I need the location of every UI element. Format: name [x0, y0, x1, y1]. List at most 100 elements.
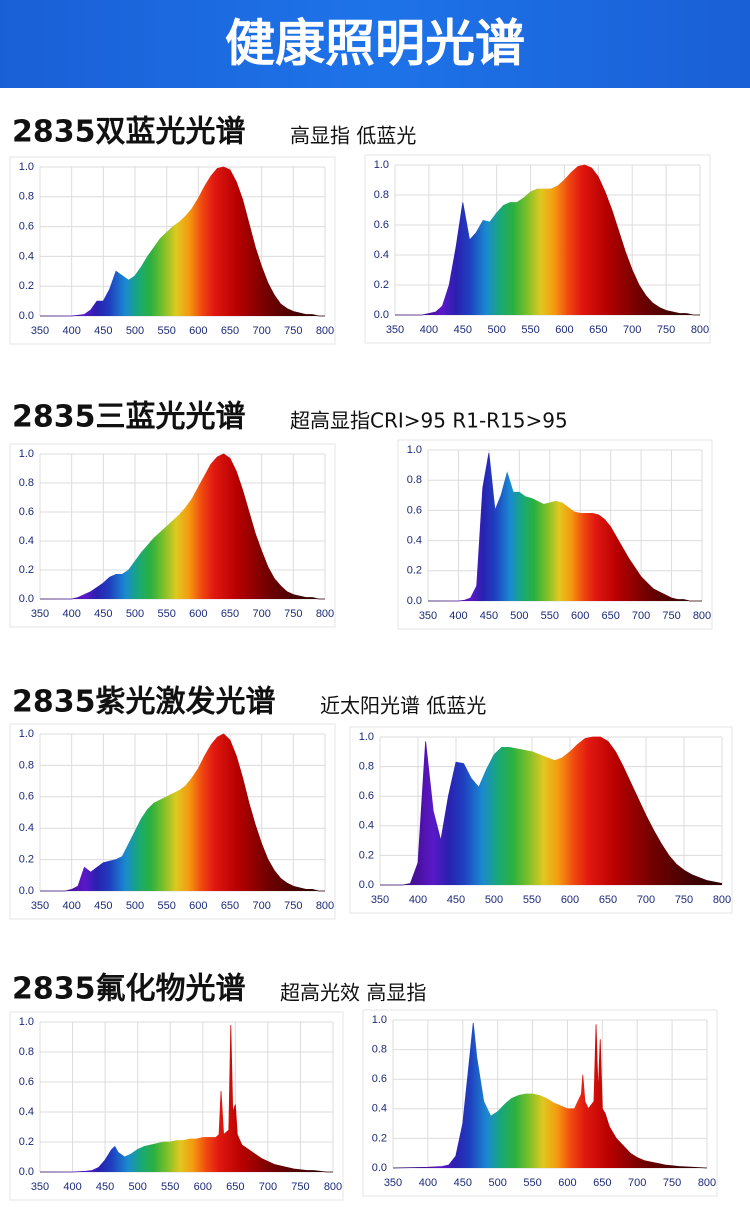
- x-tick-label: 450: [454, 324, 472, 336]
- y-tick-label: 0.0: [407, 595, 422, 607]
- x-tick-label: 750: [284, 325, 302, 337]
- x-tick-label: 800: [324, 1181, 342, 1193]
- y-tick-label: 0.0: [19, 310, 34, 322]
- x-tick-label: 500: [126, 900, 144, 912]
- x-tick-label: 600: [194, 1181, 212, 1193]
- x-tick-label: 400: [62, 608, 80, 620]
- x-tick-label: 550: [157, 900, 175, 912]
- x-tick-label: 350: [31, 608, 49, 620]
- x-tick-label: 800: [693, 610, 711, 622]
- x-tick-label: 400: [419, 1177, 437, 1189]
- section-title: 2835三蓝光光谱: [12, 400, 246, 435]
- x-tick-label: 550: [157, 608, 175, 620]
- y-tick-label: 0.4: [19, 535, 34, 547]
- y-tick-label: 0.4: [19, 1106, 34, 1118]
- y-tick-label: 0.2: [19, 854, 34, 866]
- x-tick-label: 650: [221, 608, 239, 620]
- x-tick-label: 500: [128, 1181, 146, 1193]
- section-subtitle: 高显指 低蓝光: [290, 124, 416, 148]
- x-tick-label: 450: [94, 608, 112, 620]
- spectrum-fill: [40, 167, 325, 316]
- x-tick-label: 400: [449, 610, 467, 622]
- y-tick-label: 0.6: [19, 506, 34, 518]
- y-tick-label: 0.6: [374, 219, 389, 231]
- x-tick-label: 450: [94, 325, 112, 337]
- y-tick-label: 0.8: [374, 189, 389, 201]
- x-tick-label: 400: [420, 324, 438, 336]
- x-tick-label: 600: [555, 324, 573, 336]
- x-tick-label: 500: [485, 894, 503, 906]
- x-tick-label: 750: [662, 610, 680, 622]
- x-tick-label: 450: [94, 900, 112, 912]
- y-tick-label: 0.2: [372, 1132, 387, 1144]
- x-tick-label: 800: [316, 900, 334, 912]
- x-tick-label: 350: [31, 900, 49, 912]
- x-tick-label: 350: [371, 894, 389, 906]
- y-tick-label: 0.4: [19, 250, 34, 262]
- x-tick-label: 350: [384, 1177, 402, 1189]
- x-tick-label: 700: [252, 325, 270, 337]
- x-tick-label: 650: [226, 1181, 244, 1193]
- x-tick-label: 650: [589, 324, 607, 336]
- y-tick-label: 0.0: [19, 1166, 34, 1178]
- x-tick-label: 700: [623, 324, 641, 336]
- x-tick-label: 600: [558, 1177, 576, 1189]
- y-tick-label: 0.4: [19, 822, 34, 834]
- x-tick-label: 750: [657, 324, 675, 336]
- x-tick-label: 650: [221, 325, 239, 337]
- x-tick-label: 500: [487, 324, 505, 336]
- x-tick-label: 350: [31, 1181, 49, 1193]
- x-tick-label: 350: [386, 324, 404, 336]
- y-tick-label: 1.0: [19, 161, 34, 173]
- spectrum-fill: [395, 165, 700, 315]
- x-tick-label: 500: [126, 325, 144, 337]
- x-tick-label: 800: [316, 608, 334, 620]
- y-tick-label: 0.8: [19, 1046, 34, 1058]
- y-tick-label: 1.0: [19, 448, 34, 460]
- y-tick-label: 0.6: [359, 790, 374, 802]
- y-tick-label: 0.8: [19, 191, 34, 203]
- spectrum-line: [392, 1022, 708, 1169]
- x-tick-label: 550: [161, 1181, 179, 1193]
- x-tick-label: 700: [632, 610, 650, 622]
- x-tick-label: 500: [488, 1177, 506, 1189]
- x-tick-label: 650: [221, 900, 239, 912]
- section-subtitle: 近太阳光谱 低蓝光: [320, 694, 486, 718]
- x-tick-label: 400: [62, 900, 80, 912]
- y-tick-label: 0.2: [407, 565, 422, 577]
- spectrum-fill: [393, 1022, 707, 1168]
- page-title: 健康照明光谱: [225, 15, 525, 73]
- x-tick-label: 650: [599, 894, 617, 906]
- y-tick-label: 0.2: [359, 849, 374, 861]
- section-subtitle: 超高光效 高显指: [280, 981, 426, 1005]
- spectrum-fill: [40, 734, 325, 891]
- x-tick-label: 750: [663, 1177, 681, 1189]
- x-tick-label: 700: [259, 1181, 277, 1193]
- y-tick-label: 0.6: [19, 221, 34, 233]
- x-tick-label: 550: [523, 1177, 541, 1189]
- y-tick-label: 0.6: [407, 504, 422, 516]
- y-tick-label: 1.0: [372, 1014, 387, 1026]
- x-tick-label: 750: [291, 1181, 309, 1193]
- x-tick-label: 400: [62, 325, 80, 337]
- x-tick-label: 700: [252, 900, 270, 912]
- x-tick-label: 700: [252, 608, 270, 620]
- y-tick-label: 0.0: [359, 879, 374, 891]
- x-tick-label: 350: [419, 610, 437, 622]
- y-tick-label: 1.0: [374, 159, 389, 171]
- y-tick-label: 1.0: [407, 444, 422, 456]
- x-tick-label: 750: [284, 900, 302, 912]
- x-tick-label: 800: [691, 324, 709, 336]
- spectrum-line: [380, 736, 723, 886]
- spectrum-line: [40, 1024, 333, 1173]
- y-tick-label: 0.2: [19, 280, 34, 292]
- section-title: 2835氟化物光谱: [12, 972, 246, 1007]
- x-tick-label: 600: [561, 894, 579, 906]
- y-tick-label: 1.0: [19, 1016, 34, 1028]
- x-tick-label: 750: [284, 608, 302, 620]
- y-tick-label: 0.6: [372, 1073, 387, 1085]
- spectrum-fill: [40, 454, 325, 599]
- x-tick-label: 450: [447, 894, 465, 906]
- y-tick-label: 0.8: [19, 477, 34, 489]
